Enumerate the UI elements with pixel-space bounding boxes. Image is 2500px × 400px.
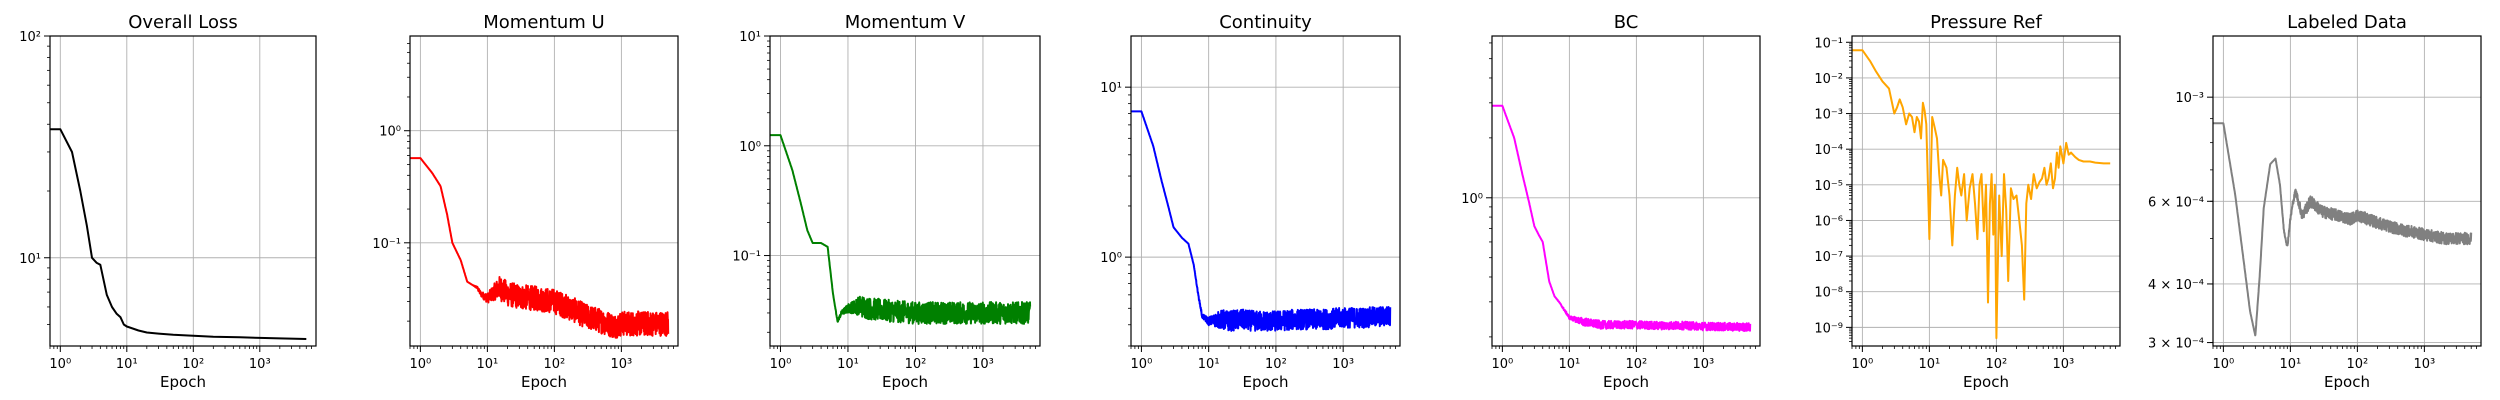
y-tick-label: 10⁻⁵ [1814, 179, 1843, 194]
x-tick-label: 10¹ [1198, 357, 1220, 372]
x-tick-label: 10¹ [2279, 357, 2301, 372]
series-line-1 [770, 134, 1032, 325]
x-tick-label: 10¹ [1918, 357, 1940, 372]
chart-title: Momentum U [483, 12, 604, 33]
x-tick-label: 10³ [2413, 357, 2435, 372]
y-tick-label: 10² [19, 30, 41, 45]
y-tick-label: 10⁻¹ [1814, 36, 1843, 51]
y-tick-label: 3 × 10⁻⁴ [2148, 337, 2204, 352]
x-axis-label: Epoch [1603, 373, 1649, 391]
y-tick-label: 10⁰ [1461, 192, 1483, 207]
x-tick-label: 10⁰ [770, 357, 792, 372]
x-tick-label: 10³ [249, 357, 271, 372]
panel-4: 10⁰ 10¹ 10² 10³ 10⁰ 10¹ Continuity Epoch [1100, 12, 1401, 391]
y-tick-label: 10⁻³ [1814, 108, 1843, 123]
y-tick-label: 6 × 10⁻⁴ [2148, 195, 2204, 210]
y-tick-label: 10⁰ [379, 125, 401, 140]
x-tick-label: 10⁰ [2212, 357, 2234, 372]
chart-title: Momentum V [845, 12, 966, 33]
y-tick-label: 10⁻⁷ [1814, 250, 1843, 265]
y-tick-label: 4 × 10⁻⁴ [2148, 278, 2204, 293]
y-tick-label: 10⁰ [1100, 251, 1122, 266]
chart-title: Overall Loss [128, 12, 238, 33]
x-axis-label: Epoch [882, 373, 928, 391]
y-tick-label: 10¹ [739, 30, 761, 45]
x-tick-label: 10⁰ [1491, 357, 1513, 372]
x-tick-label: 10³ [972, 357, 994, 372]
x-tick-label: 10⁰ [409, 357, 431, 372]
y-tick-label: 10⁻⁹ [1814, 321, 1843, 336]
x-tick-label: 10³ [2052, 357, 2074, 372]
series-line-1 [1492, 104, 1752, 332]
plot-frame [1851, 35, 2121, 347]
series-line-1 [50, 128, 307, 340]
x-tick-label: 10² [543, 357, 565, 372]
x-tick-label: 10¹ [837, 357, 859, 372]
y-tick-label: 10¹ [1100, 81, 1122, 96]
series-line-1 [1852, 49, 2111, 340]
x-tick-label: 10² [182, 357, 204, 372]
x-tick-label: 10¹ [116, 357, 138, 372]
plot-frame [409, 35, 679, 347]
plot-frame [2212, 35, 2482, 347]
x-tick-label: 10³ [610, 357, 632, 372]
y-tick-label: 10⁻⁶ [1814, 214, 1843, 229]
plot-frame [49, 35, 317, 347]
y-tick-label: 10⁻² [1814, 72, 1843, 87]
x-tick-label: 10² [1265, 357, 1287, 372]
series-line-1 [410, 157, 670, 339]
x-tick-label: 10⁰ [1131, 357, 1153, 372]
y-tick-label: 10⁻⁴ [1814, 143, 1843, 158]
x-tick-label: 10³ [1692, 357, 1714, 372]
panel-3: 10⁰ 10¹ 10² 10³ 10⁻¹ 10⁰ 10¹ Momentum V Epoch [732, 12, 1041, 391]
x-axis-label: Epoch [521, 373, 567, 391]
chart-title: Continuity [1219, 12, 1312, 33]
series-line-1 [2213, 122, 2473, 337]
x-axis-label: Epoch [1963, 373, 2009, 391]
x-tick-label: 10⁰ [49, 357, 71, 372]
x-tick-label: 10³ [1332, 357, 1354, 372]
panel-1: 10⁰ 10¹ 10² 10³ 10¹ 10² Overall Loss Epoch [19, 12, 317, 391]
x-tick-label: 10² [2346, 357, 2368, 372]
chart-title: Pressure Ref [1930, 12, 2042, 33]
chart-title: Labeled Data [2287, 12, 2407, 33]
x-axis-label: Epoch [2324, 373, 2370, 391]
chart-title: BC [1614, 12, 1639, 33]
panel-5: 10⁰ 10¹ 10² 10³ 10⁰ BC Epoch [1461, 12, 1761, 391]
x-tick-label: 10² [1625, 357, 1647, 372]
y-tick-label: 10⁻¹ [732, 250, 761, 265]
y-tick-label: 10⁻¹ [372, 237, 401, 252]
plot-frame [769, 35, 1041, 347]
x-tick-label: 10¹ [476, 357, 498, 372]
x-tick-label: 10⁰ [1851, 357, 1873, 372]
panel-2: 10⁰ 10¹ 10² 10³ 10⁻¹ 10⁰ Momentum U Epoch [372, 12, 679, 391]
x-tick-label: 10² [905, 357, 927, 372]
plot-frame [1130, 35, 1401, 347]
series-line-1 [1131, 110, 1392, 332]
x-tick-label: 10¹ [1558, 357, 1580, 372]
x-tick-label: 10² [1985, 357, 2007, 372]
panel-6: 10⁰ 10¹ 10² 10³ 10⁻⁹ 10⁻⁸ 10⁻⁷ 10⁻⁶ 10⁻⁵ 10⁻⁴ 10⁻³… [1814, 12, 2121, 391]
y-tick-label: 10⁻³ [2175, 91, 2204, 106]
y-tick-label: 10⁻⁸ [1814, 286, 1843, 301]
y-tick-label: 10¹ [19, 252, 41, 267]
x-axis-label: Epoch [160, 373, 206, 391]
x-axis-label: Epoch [1243, 373, 1289, 391]
plot-frame [1491, 35, 1761, 347]
y-tick-label: 10⁰ [739, 140, 761, 155]
panel-7: 10⁰ 10¹ 10² 10³ 3 × 10⁻⁴ 4 × 10⁻⁴ 6 × 10⁻⁴ 10⁻³… [2148, 12, 2482, 391]
